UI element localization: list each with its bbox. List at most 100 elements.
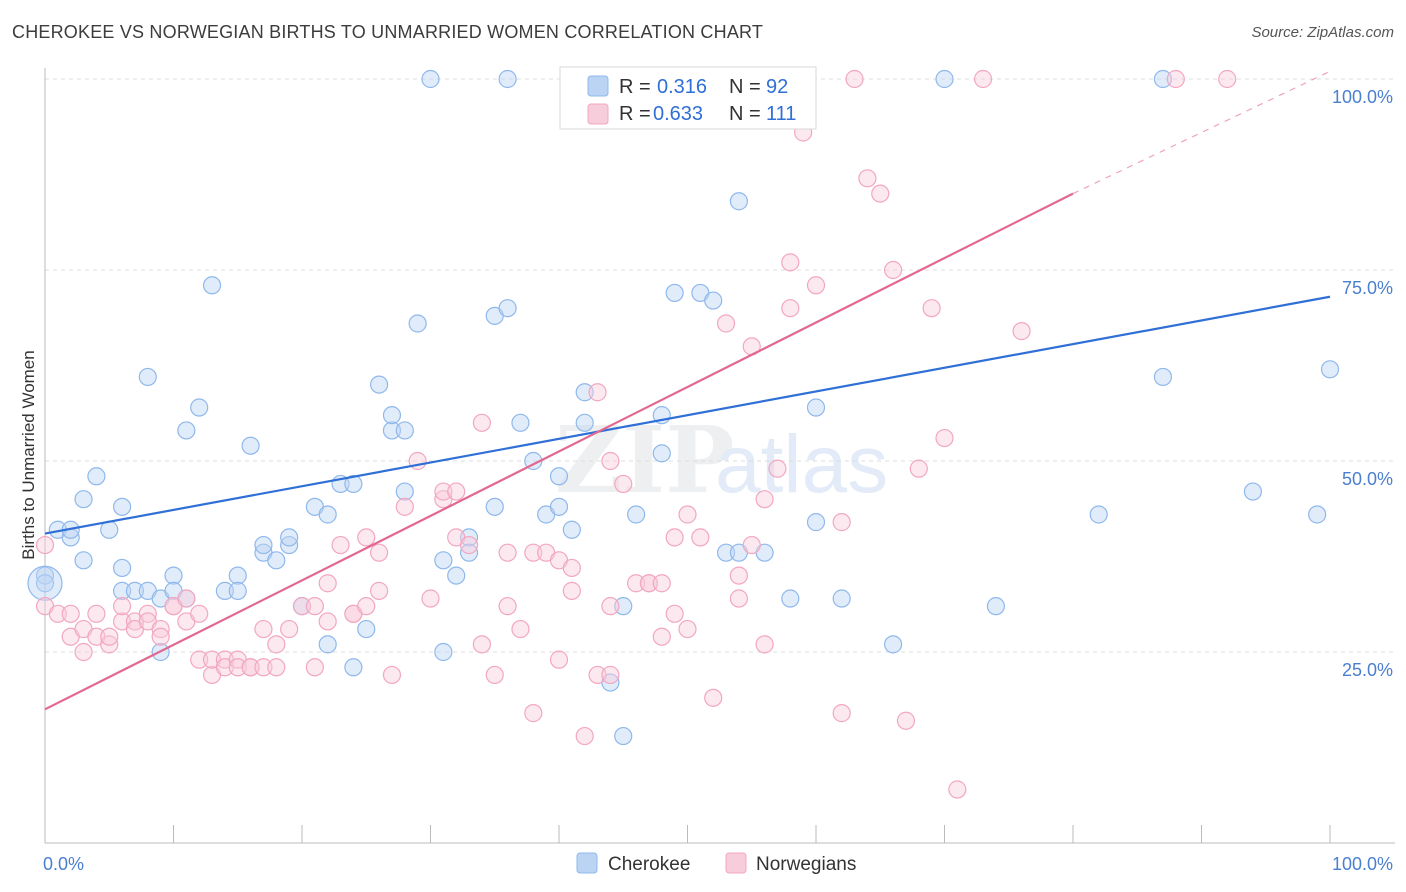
data-point	[382, 406, 402, 425]
data-point	[228, 581, 247, 600]
data-point	[74, 490, 93, 509]
data-point	[639, 574, 659, 593]
data-point	[280, 528, 299, 547]
data-point	[318, 635, 337, 654]
data-point	[138, 604, 157, 623]
data-point	[395, 482, 414, 501]
data-point	[318, 612, 337, 631]
x-tick-label: 100.0%	[1332, 854, 1393, 874]
data-point	[241, 658, 260, 677]
data-point	[190, 650, 209, 669]
data-point	[716, 543, 736, 562]
data-point	[280, 619, 299, 639]
data-point	[254, 619, 273, 639]
data-point	[1243, 482, 1263, 501]
data-point	[601, 597, 620, 616]
data-point	[716, 314, 736, 333]
bottom-legend-swatch-norwegians	[725, 852, 747, 874]
data-point	[1089, 505, 1108, 524]
legend-entry-norwegians[interactable]: R = 0.633 N = 111	[587, 103, 796, 125]
data-point	[678, 619, 697, 639]
data-point	[100, 627, 119, 646]
data-point	[973, 69, 993, 89]
trend-line-norwegians	[44, 192, 1074, 711]
data-point	[395, 421, 414, 440]
source-label: Source: ZipAtlas.com	[1251, 24, 1394, 41]
data-point	[228, 566, 247, 585]
legend-entry-cherokee[interactable]: R = 0.316 N = 92	[587, 75, 788, 98]
data-point	[549, 467, 569, 486]
data-point	[87, 467, 106, 486]
y-tick-label: 25.0%	[1342, 660, 1393, 680]
data-point	[896, 711, 916, 730]
y-axis-label: Births to Unmarried Women	[19, 350, 38, 559]
data-point	[691, 528, 710, 547]
data-point	[832, 704, 851, 723]
data-point	[344, 474, 363, 494]
data-point	[781, 589, 800, 608]
data-point	[652, 574, 671, 593]
data-point	[151, 627, 170, 646]
data-point	[1153, 367, 1173, 387]
data-point	[370, 375, 389, 394]
legend: R = 0.316 N = 92 R = 0.633 N = 111	[559, 66, 817, 130]
data-point	[524, 704, 543, 723]
data-point	[883, 260, 903, 280]
data-point	[74, 642, 93, 662]
data-point	[1166, 69, 1185, 89]
bottom-legend-label-norwegians: Norwegians	[756, 854, 856, 875]
bottom-legend-norwegians[interactable]: Norwegians	[725, 852, 856, 875]
bottom-legend: Cherokee Norwegians	[576, 852, 856, 875]
data-point	[909, 459, 928, 478]
data-point	[614, 474, 633, 494]
data-point	[986, 597, 1006, 616]
data-point	[1308, 505, 1327, 524]
data-point	[459, 543, 479, 562]
legend-r-value: 0.633	[653, 103, 703, 125]
legend-swatch-cherokee	[587, 75, 609, 97]
data-point	[357, 528, 376, 547]
legend-r-value: 0.316	[657, 76, 707, 98]
data-point	[832, 513, 851, 532]
bottom-legend-cherokee[interactable]: Cherokee	[576, 852, 690, 875]
data-point	[806, 513, 826, 532]
data-point	[382, 665, 402, 685]
data-point	[883, 635, 903, 654]
data-point	[318, 505, 337, 524]
data-point	[575, 726, 594, 746]
trend-line-cherokee	[44, 295, 1331, 535]
data-point	[421, 589, 440, 608]
data-point	[344, 658, 363, 677]
data-point	[549, 650, 569, 669]
data-point	[704, 291, 723, 310]
data-point	[768, 459, 787, 478]
data-point	[254, 658, 273, 677]
data-point	[652, 627, 671, 646]
y-tick-labels: 25.0% 50.0% 75.0% 100.0%	[1332, 87, 1393, 680]
data-point	[35, 535, 55, 555]
data-point	[459, 528, 479, 547]
data-point	[472, 413, 491, 432]
data-point	[177, 421, 196, 440]
data-point	[832, 589, 851, 608]
svg-text:atlas: atlas	[715, 419, 888, 510]
data-point	[112, 597, 132, 616]
data-point	[48, 604, 67, 623]
legend-n-label: N =	[729, 76, 761, 98]
y-tick-label: 100.0%	[1332, 87, 1393, 107]
data-point	[395, 497, 414, 516]
data-point	[498, 69, 517, 89]
y-tick-label: 75.0%	[1342, 278, 1393, 298]
data-point	[138, 367, 157, 387]
data-point	[935, 428, 954, 448]
data-point	[305, 658, 324, 677]
chart-title: CHEROKEE VS NORWEGIAN BIRTHS TO UNMARRIE…	[12, 22, 764, 42]
scatter-series	[27, 69, 1340, 799]
data-point	[292, 597, 312, 616]
data-point	[190, 604, 209, 623]
data-point	[614, 597, 633, 616]
data-point	[357, 619, 376, 639]
data-point	[112, 497, 132, 516]
data-point	[601, 451, 620, 471]
